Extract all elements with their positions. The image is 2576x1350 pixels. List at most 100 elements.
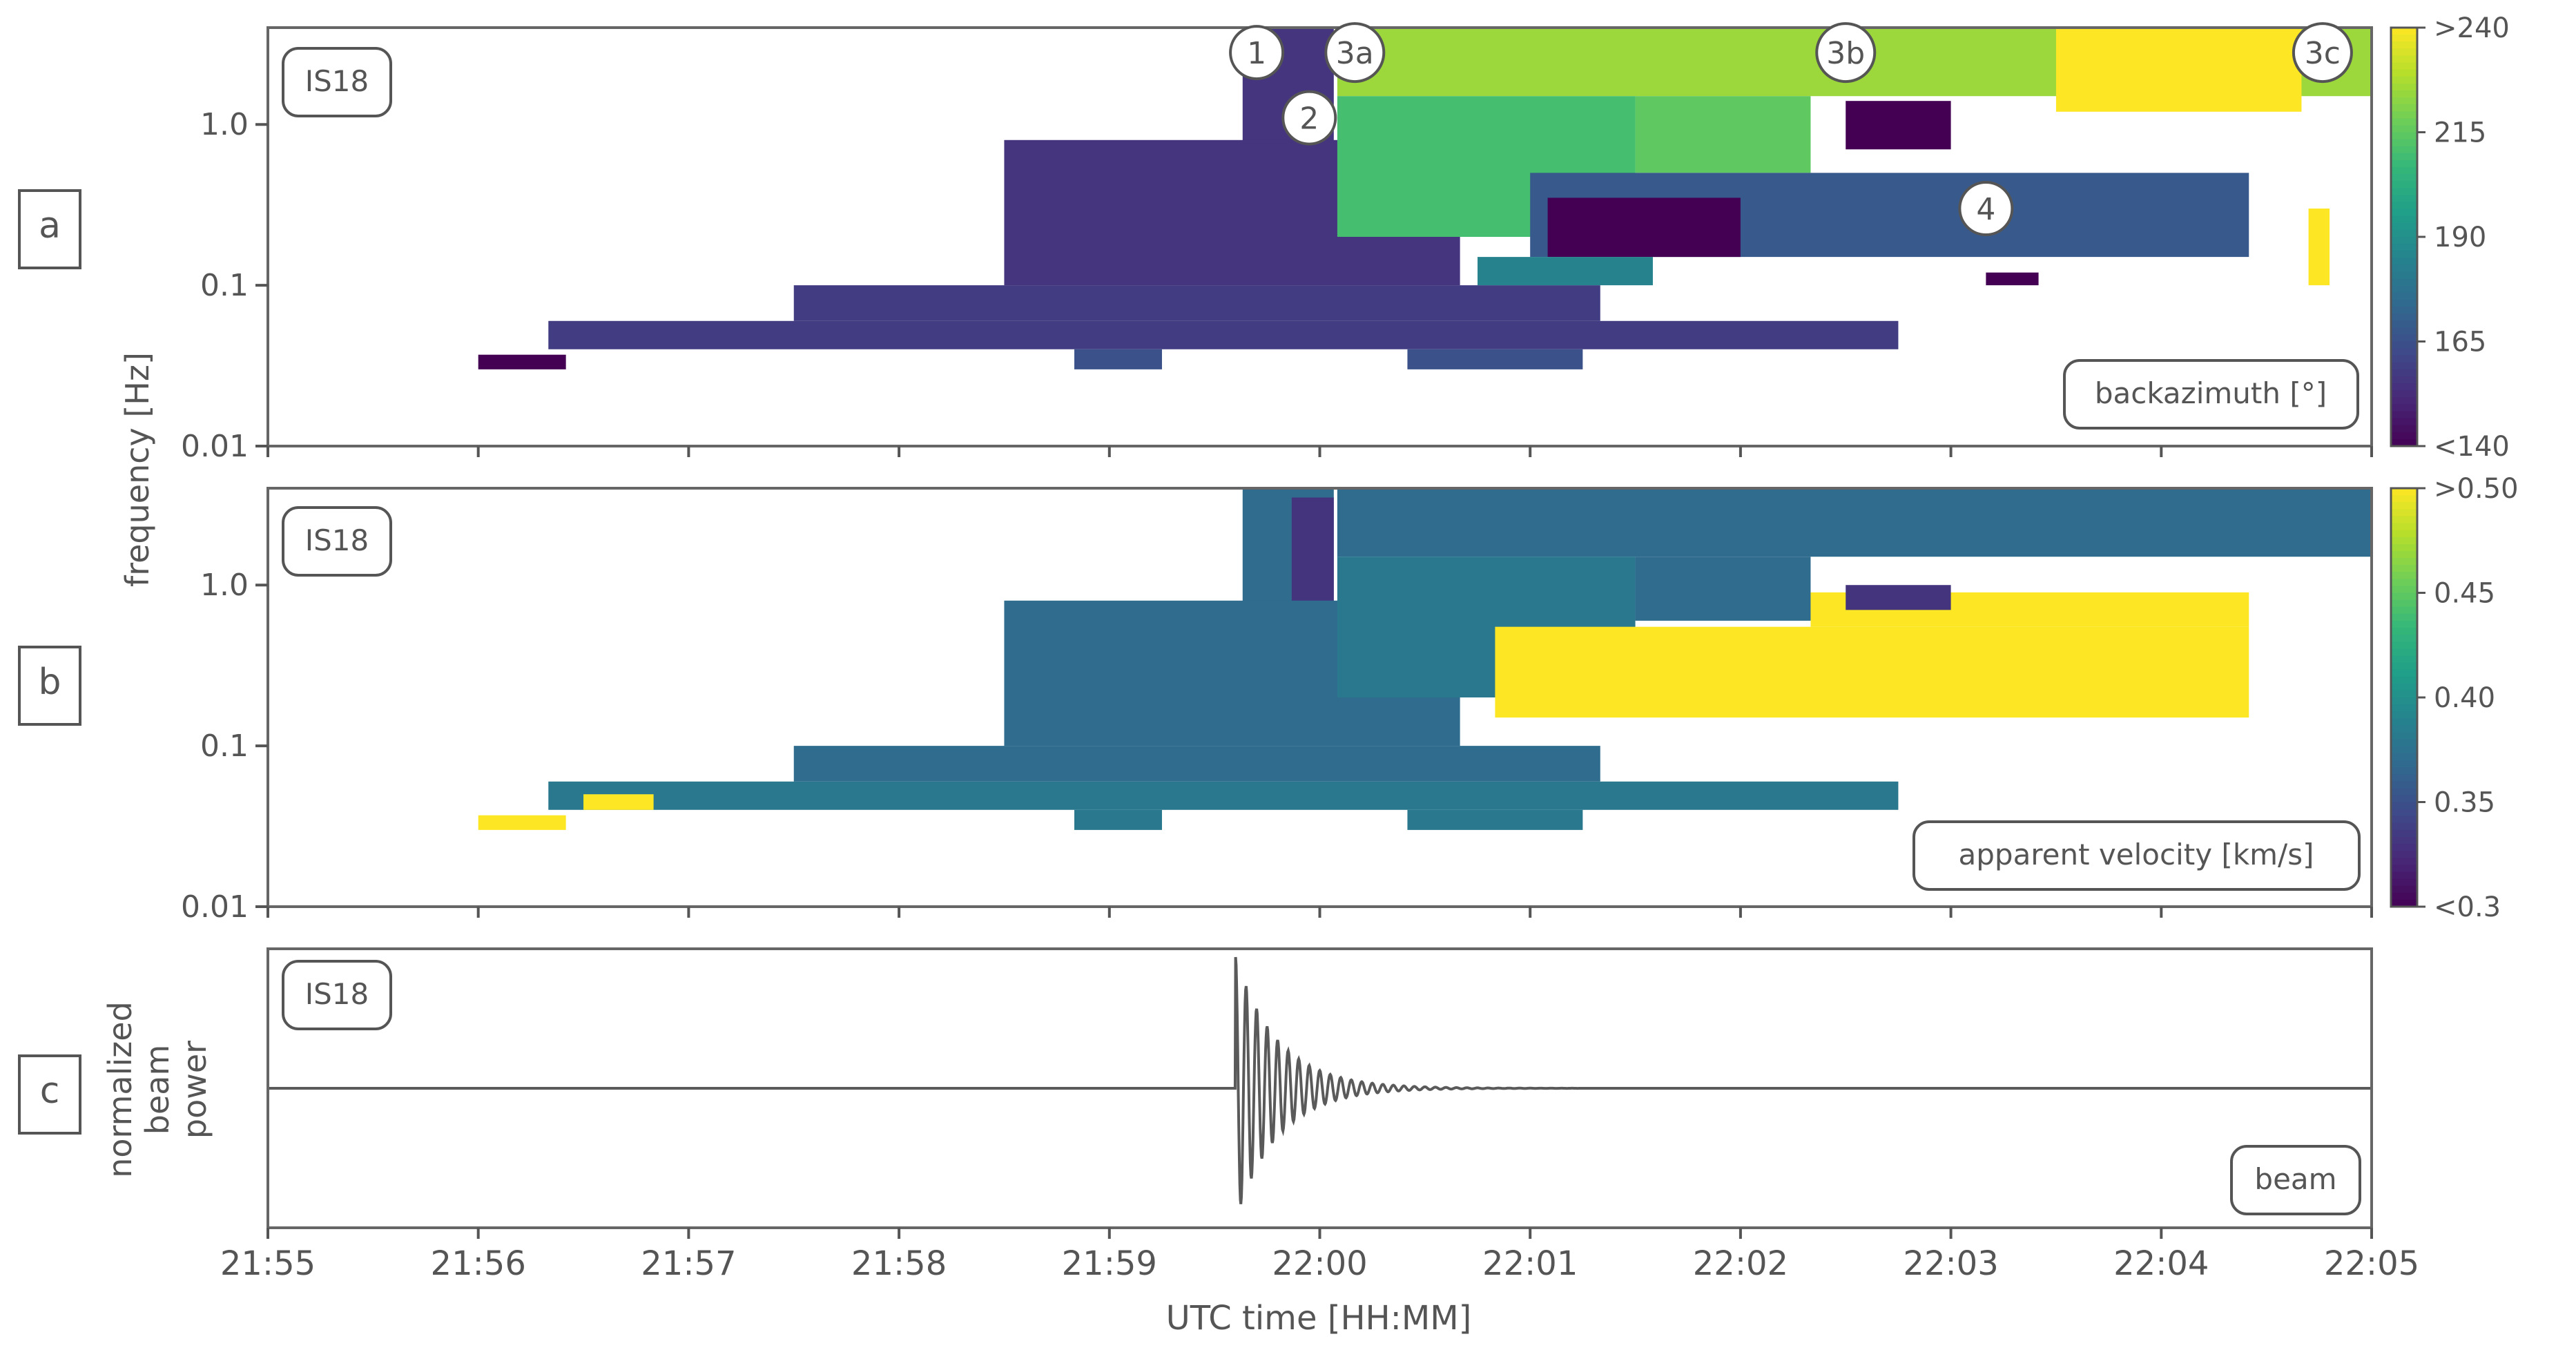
panel-a-colorbar-step bbox=[2391, 69, 2417, 77]
panel-a-colorbar-step bbox=[2391, 139, 2417, 147]
panel-b-ytick-label-1: 0.1 bbox=[200, 729, 249, 764]
panel-a-colorbar-step bbox=[2391, 341, 2417, 349]
panel-a-colorbar-step bbox=[2391, 327, 2417, 336]
panel-a-colorbar-label-2: 190 bbox=[2434, 222, 2486, 253]
panel-a-inset-box: backazimuth [°] bbox=[2063, 359, 2359, 430]
panel-b-apparent-velocity: 1.0 0.1 0.01 IS18 apparent velocity [km/s]… bbox=[181, 473, 2519, 925]
panel-a-colorbar-step bbox=[2391, 418, 2417, 426]
panel-a-colorbar-step bbox=[2391, 195, 2417, 203]
panel-a-heatmap bbox=[478, 28, 2372, 369]
panel-a-colorbar-step bbox=[2391, 90, 2417, 98]
x-tick-label-9: 22:04 bbox=[2113, 1244, 2209, 1283]
panel-a-colorbar-step bbox=[2391, 222, 2417, 231]
panel-a-colorbar-step bbox=[2391, 258, 2417, 266]
annotation-circle bbox=[1281, 90, 1337, 146]
panel-b-colorbar-step bbox=[2391, 523, 2417, 531]
panel-b-colorbar-step bbox=[2391, 753, 2417, 761]
frequency-axis-title: frequency [Hz] bbox=[119, 352, 156, 587]
heatmap-cell-a-12 bbox=[1547, 197, 1741, 258]
panel-a-colorbar-step bbox=[2391, 376, 2417, 385]
heatmap-cell-b-4 bbox=[548, 781, 1899, 810]
panel-a-colorbar-step bbox=[2391, 209, 2417, 217]
panel-b-colorbar-step bbox=[2391, 711, 2417, 720]
panel-c-station-box: IS18 bbox=[282, 960, 392, 1030]
heatmap-cell-b-5 bbox=[478, 815, 566, 830]
panel-a-colorbar-step bbox=[2391, 111, 2417, 119]
panel-b-colorbar-step bbox=[2391, 746, 2417, 754]
panel-b-colorbar-step bbox=[2391, 809, 2417, 817]
panel-a-colorbar-step bbox=[2391, 125, 2417, 133]
panel-b-colorbar-label-1: 0.45 bbox=[2434, 578, 2495, 610]
panel-b-label: b bbox=[38, 662, 61, 703]
annotation-label: 4 bbox=[1976, 192, 1995, 227]
panel-a-colorbar-step bbox=[2391, 348, 2417, 356]
heatmap-cell-a-15 bbox=[1986, 272, 2039, 286]
panel-b-colorbar-step bbox=[2391, 697, 2417, 706]
panel-a-colorbar-step bbox=[2391, 425, 2417, 433]
panel-a-colorbar-step bbox=[2391, 160, 2417, 168]
panel-a-colorbar-step bbox=[2391, 48, 2417, 57]
heatmap-cell-b-3 bbox=[793, 746, 1600, 782]
panel-a-ytick-label-1: 0.1 bbox=[200, 268, 249, 303]
panel-a-colorbar-step bbox=[2391, 397, 2417, 405]
panel-b-colorbar-step bbox=[2391, 572, 2417, 580]
heatmap-cell-a-16 bbox=[2308, 208, 2330, 286]
panel-b-colorbar-step bbox=[2391, 837, 2417, 845]
x-tick-label-8: 22:03 bbox=[1903, 1244, 1998, 1283]
annotation-label: 3b bbox=[1826, 36, 1865, 71]
panel-b-colorbar-step bbox=[2391, 718, 2417, 726]
panel-a-colorbar-step bbox=[2391, 314, 2417, 322]
panel-b-colorbar-step bbox=[2391, 767, 2417, 775]
panel-b-colorbar-step bbox=[2391, 642, 2417, 650]
x-tick-label-5: 22:00 bbox=[1272, 1244, 1367, 1283]
panel-b-colorbar-step bbox=[2391, 795, 2417, 803]
heatmap-cell-b-6 bbox=[583, 794, 654, 810]
beam-axis-title-line-1: normalized bbox=[101, 1001, 139, 1178]
panel-c-beam: IS18 beam bbox=[267, 947, 2373, 1229]
panel-a-colorbar-step bbox=[2391, 237, 2417, 245]
panel-b-colorbar-step bbox=[2391, 683, 2417, 691]
panel-a-colorbar-step bbox=[2391, 188, 2417, 196]
heatmap-cell-b-14 bbox=[1846, 585, 1951, 610]
panel-b-colorbar-step bbox=[2391, 648, 2417, 657]
panel-a-ytick-label-0: 1.0 bbox=[200, 107, 249, 142]
panel-b-colorbar-step bbox=[2391, 788, 2417, 796]
annotation-label: 3c bbox=[2305, 36, 2341, 71]
panel-a-colorbar-step bbox=[2391, 369, 2417, 377]
panel-a-colorbar-step bbox=[2391, 362, 2417, 370]
panel-b-colorbar-step bbox=[2391, 892, 2417, 900]
panel-b-colorbar-step bbox=[2391, 592, 2417, 601]
panel-a-station-box: IS18 bbox=[282, 47, 392, 117]
panel-b-colorbar-step bbox=[2391, 822, 2417, 831]
panel-b-colorbar-step bbox=[2391, 635, 2417, 643]
panel-b-colorbar-step bbox=[2391, 739, 2417, 747]
annotation-circle bbox=[2292, 22, 2353, 84]
heatmap-cell-a-14 bbox=[1478, 257, 1653, 286]
panel-a-colorbar-step bbox=[2391, 229, 2417, 238]
panel-a-colorbar-step bbox=[2391, 28, 2417, 36]
panel-b-colorbar-step bbox=[2391, 537, 2417, 545]
x-tick-label-10: 22:05 bbox=[2324, 1244, 2419, 1283]
heatmap-cell-a-5 bbox=[1074, 349, 1162, 369]
panel-b-heatmap bbox=[478, 488, 2372, 830]
panel-a-annotations: 12 3a 3b 3c 4 bbox=[1229, 22, 2353, 236]
panel-a-colorbar-step bbox=[2391, 118, 2417, 126]
panel-a-colorbar-step bbox=[2391, 390, 2417, 398]
annotation-circle bbox=[1958, 180, 2014, 236]
panel-a-colorbar-step bbox=[2391, 76, 2417, 84]
panel-b-colorbar-step bbox=[2391, 509, 2417, 517]
panel-a-colorbar-step bbox=[2391, 41, 2417, 50]
panel-b-ytick-label-0: 1.0 bbox=[200, 568, 249, 603]
panel-b-colorbar-step bbox=[2391, 704, 2417, 713]
panel-b-label-box: b bbox=[18, 646, 81, 726]
panel-a-colorbar-step bbox=[2391, 264, 2417, 273]
panel-a-colorbar-step bbox=[2391, 83, 2417, 91]
heatmap-cell-b-12 bbox=[1495, 626, 2249, 718]
panel-a-ytick-label-2: 0.01 bbox=[181, 429, 249, 464]
heatmap-cell-b-7 bbox=[1074, 809, 1162, 830]
panel-c-label-box: c bbox=[18, 1054, 81, 1135]
annotation-label: 3a bbox=[1336, 36, 1374, 71]
panel-a-inset-label: backazimuth [°] bbox=[2095, 376, 2327, 410]
panel-b-colorbar-step bbox=[2391, 732, 2417, 740]
